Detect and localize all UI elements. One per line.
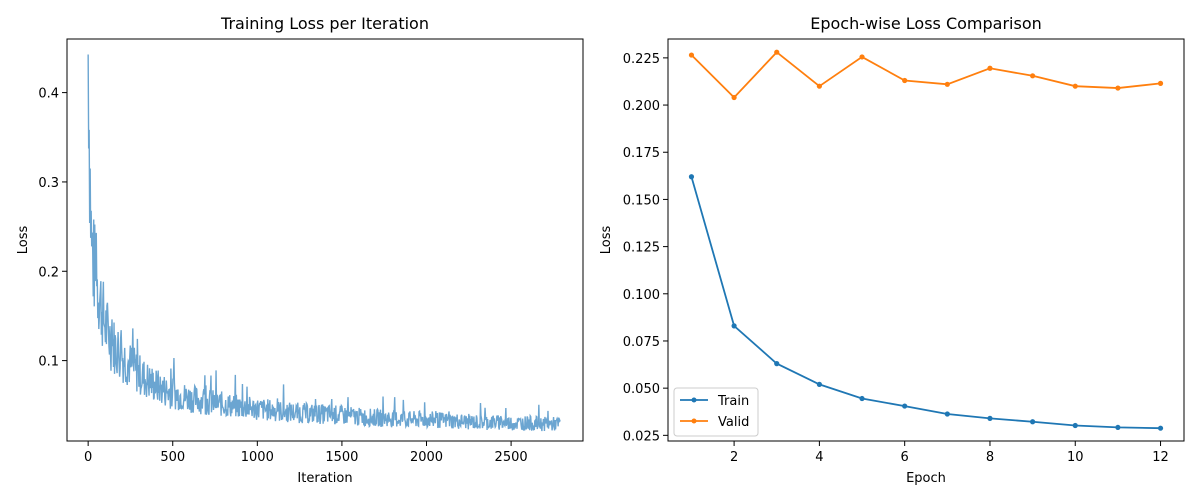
point-train: [1030, 419, 1036, 425]
point-valid: [1030, 73, 1036, 79]
y-tick-label: 0.025: [623, 429, 660, 444]
x-tick-label: 2000: [410, 450, 443, 465]
point-train: [859, 395, 865, 402]
x-tick-label: 0: [84, 450, 92, 465]
y-tick-label: 0.050: [623, 382, 660, 397]
axes-frame: [667, 38, 1185, 442]
point-train: [816, 381, 822, 387]
x-tick-label: 10: [1067, 450, 1084, 465]
legend-valid-marker: [691, 418, 697, 424]
y-tick-label: 0.2: [38, 265, 59, 280]
point-train: [987, 415, 993, 421]
y-tick-label: 0.100: [623, 288, 660, 303]
point-train: [774, 361, 780, 367]
series-line-valid: [690, 50, 1161, 99]
x-axis-label: Iteration: [297, 471, 352, 486]
chart-training-loss: Training Loss per Iteration 0 500 1000 1500…: [16, 14, 584, 486]
point-valid: [774, 49, 780, 55]
point-valid: [1072, 83, 1078, 89]
series-line-train: [690, 176, 1161, 430]
legend: Train Valid: [673, 387, 759, 437]
y-axis: 0.1 0.2 0.3 0.4: [38, 87, 67, 370]
x-axis: 0 500 1000 1500 2000 2500: [84, 441, 528, 465]
x-axis-label: Epoch: [906, 471, 946, 486]
y-axis-label: Loss: [599, 226, 614, 255]
point-valid: [688, 52, 695, 58]
point-train: [731, 323, 737, 329]
y-tick-label: 0.225: [623, 52, 660, 67]
point-train: [1157, 425, 1164, 431]
legend-valid-label: Valid: [718, 415, 749, 430]
plot-area: [87, 54, 561, 432]
legend-train-marker: [691, 397, 697, 403]
y-tick-label: 0.125: [623, 241, 660, 256]
plot-area: [688, 49, 1164, 431]
x-tick-label: 8: [986, 450, 994, 465]
x-tick-label: 6: [901, 450, 909, 465]
series-line-training-loss: [87, 54, 561, 432]
point-valid: [859, 54, 865, 60]
point-train: [688, 174, 695, 180]
point-valid: [731, 94, 737, 101]
x-tick-label: 4: [815, 450, 823, 465]
x-axis: 2 4 6 8 10 12: [730, 441, 1169, 465]
point-valid: [1115, 85, 1121, 91]
axes-frame: [66, 38, 584, 442]
chart-epoch-loss: Epoch-wise Loss Comparison 2 4 6 8 10 12 0.02…: [599, 14, 1185, 486]
point-valid: [944, 81, 950, 87]
point-train: [902, 403, 908, 409]
point-train: [1072, 422, 1078, 429]
y-axis: 0.025 0.050 0.075 0.100 0.125 0.150 0.175 0.200…: [623, 52, 668, 444]
x-tick-label: 2500: [495, 450, 528, 465]
y-tick-label: 0.075: [623, 335, 660, 350]
point-train: [1115, 424, 1121, 431]
y-tick-label: 0.1: [38, 355, 59, 370]
x-tick-label: 12: [1152, 450, 1169, 465]
point-valid: [987, 65, 993, 71]
chart-title: Epoch-wise Loss Comparison: [810, 14, 1042, 33]
chart-title: Training Loss per Iteration: [220, 14, 429, 33]
point-valid: [902, 77, 908, 84]
x-tick-label: 2: [730, 450, 738, 465]
point-train: [944, 411, 950, 417]
y-tick-label: 0.150: [623, 193, 660, 208]
point-valid: [816, 83, 822, 89]
y-tick-label: 0.3: [38, 176, 59, 191]
x-tick-label: 1500: [325, 450, 358, 465]
y-tick-label: 0.175: [623, 146, 660, 161]
y-tick-label: 0.200: [623, 99, 660, 114]
x-tick-label: 500: [160, 450, 185, 465]
legend-train-label: Train: [717, 394, 749, 409]
y-axis-label: Loss: [16, 226, 31, 255]
y-tick-label: 0.4: [38, 87, 59, 102]
point-valid: [1157, 80, 1164, 86]
x-tick-label: 1000: [241, 450, 274, 465]
